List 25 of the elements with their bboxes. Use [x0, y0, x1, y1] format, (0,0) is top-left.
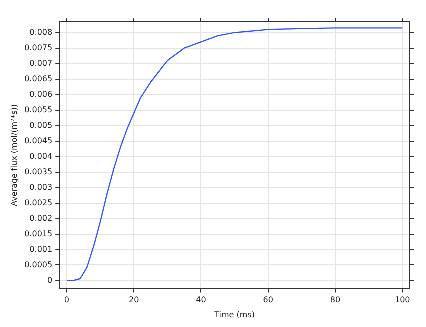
y-tick-label: 0.0025	[24, 198, 53, 208]
x-tick-label: 20	[129, 296, 140, 305]
y-tick-label: 0.004	[30, 152, 53, 161]
y-tick-label: 0.0065	[24, 74, 53, 84]
y-tick-label: 0.0055	[24, 105, 53, 114]
y-tick-label: 0.003	[30, 182, 53, 192]
y-tick-label: 0.005	[30, 120, 53, 130]
y-tick-label: 0	[48, 276, 53, 285]
x-tick-label: 100	[394, 296, 410, 305]
y-axis-title: Average flux (mol/(m²*s))	[10, 104, 19, 206]
x-tick-label: 0	[64, 296, 70, 305]
y-tick-label: 0.0015	[24, 229, 53, 238]
y-tick-label: 0.002	[30, 214, 53, 223]
x-tick-label: 80	[330, 296, 341, 305]
y-tick-label: 0.008	[30, 28, 53, 37]
y-tick-label: 0.0045	[24, 136, 53, 146]
y-tick-label: 0.0075	[24, 43, 53, 52]
x-tick-label: 60	[263, 296, 274, 305]
y-tick-label: 0.007	[30, 58, 53, 68]
y-tick-label: 0.0005	[24, 260, 53, 270]
y-tick-label: 0.001	[30, 244, 53, 254]
y-tick-label: 0.006	[30, 90, 53, 99]
y-tick-label: 0.0035	[24, 167, 53, 176]
x-axis-title: Time (ms)	[214, 310, 255, 320]
x-tick-label: 40	[196, 296, 206, 305]
